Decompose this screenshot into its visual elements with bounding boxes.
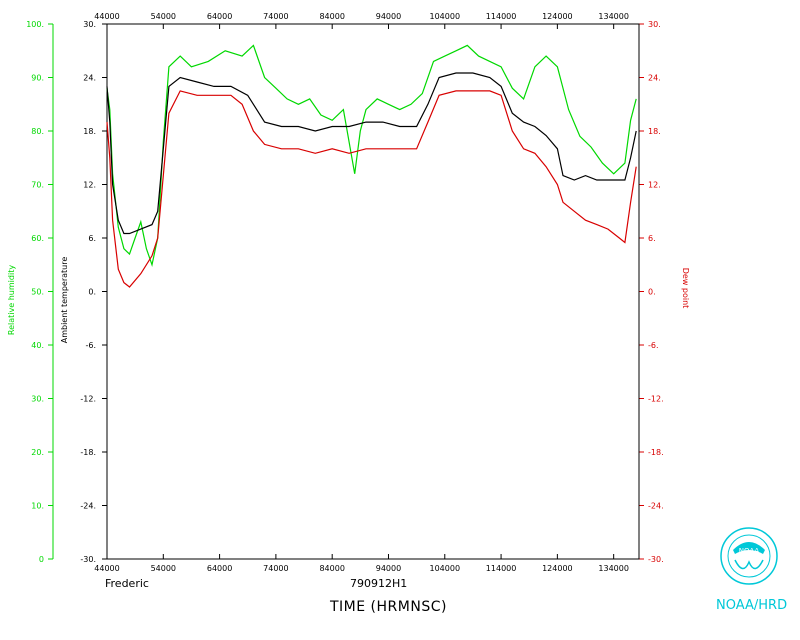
- temp-axis-tick-label: -6.: [85, 341, 96, 350]
- dew-axis-tick-label: 24.: [648, 74, 661, 83]
- x-tick-label-bottom: 124000: [542, 564, 573, 573]
- dew-axis-tick-label: -6.: [648, 341, 659, 350]
- dew-axis-tick-label: 30.: [648, 20, 661, 29]
- x-tick-label-top: 114000: [486, 12, 517, 21]
- ambient-temperature-axis-title: Ambient temperature: [60, 257, 69, 344]
- flight-id: 790912H1: [350, 577, 408, 590]
- x-tick-label-top: 94000: [376, 12, 401, 21]
- dew-axis-tick-label: -24.: [648, 502, 664, 511]
- x-tick-label-top: 84000: [319, 12, 344, 21]
- x-tick-label-top: 134000: [598, 12, 629, 21]
- series-ambient-temperature: [106, 72, 637, 235]
- rh-axis-tick-label: 30.: [31, 395, 44, 404]
- org-name: NOAA/HRD: [716, 598, 788, 613]
- storm-name: Frederic: [105, 577, 149, 590]
- rh-axis-tick-label: 90.: [31, 74, 44, 83]
- dew-axis-tick-label: 18.: [648, 127, 661, 136]
- temp-axis-tick-label: 30.: [83, 20, 96, 29]
- dew-point-axis: -30. -24. -18. -12. -6. 0. 6. 12. 18. 24. 30.: [638, 20, 664, 564]
- rh-axis-tick-label: 80.: [31, 127, 44, 136]
- temp-axis-tick-label: -18.: [80, 448, 96, 457]
- x-tick-label-top: 44000: [94, 12, 119, 21]
- rh-axis-tick-label: 10.: [31, 502, 44, 511]
- rh-axis-tick-label: 20.: [31, 448, 44, 457]
- rh-axis-tick-label: 60.: [31, 234, 44, 243]
- dew-axis-tick-label: 12.: [648, 181, 661, 190]
- x-tick-label-top: 64000: [207, 12, 232, 21]
- dew-point-axis-title: Dew point: [681, 268, 690, 309]
- x-tick-label-bottom: 74000: [263, 564, 288, 573]
- rh-axis-tick-label: 70.: [31, 181, 44, 190]
- series-dew-point: [106, 90, 637, 288]
- dew-axis-tick-label: -12.: [648, 395, 664, 404]
- temp-axis-tick-label: 0.: [88, 288, 96, 297]
- temp-axis-tick-label: 12.: [83, 181, 96, 190]
- x-tick-label-bottom: 94000: [376, 564, 401, 573]
- x-tick-label-top: 124000: [542, 12, 573, 21]
- x-tick-label-bottom: 104000: [430, 564, 461, 573]
- noaa-logo: NOAA: [720, 527, 778, 585]
- temp-axis-tick-label: -30.: [80, 555, 96, 564]
- plot-frame: [106, 23, 640, 560]
- rh-axis-tick-label: 50.: [31, 288, 44, 297]
- rh-axis-tick-label: 100.: [26, 20, 44, 29]
- ambient-temperature-axis: -30. -24. -18. -12. -6. 0. 6. 12. 18. 24. 30.: [80, 20, 108, 564]
- relative-humidity-axis-title: Relative humidity: [7, 265, 16, 335]
- x-tick-label-bottom: 44000: [94, 564, 119, 573]
- x-tick-label-bottom: 114000: [486, 564, 517, 573]
- rh-axis-tick-label: 0: [39, 555, 44, 564]
- dew-axis-tick-label: -18.: [648, 448, 664, 457]
- x-tick-label-bottom: 54000: [151, 564, 176, 573]
- x-axis-bottom: 44000 54000 64000 74000 84000 94000 104000 1140…: [94, 554, 629, 573]
- series-relative-humidity: [106, 44, 637, 268]
- x-tick-label-bottom: 84000: [319, 564, 344, 573]
- x-tick-label-top: 104000: [430, 12, 461, 21]
- temp-axis-tick-label: -24.: [80, 502, 96, 511]
- series-layer: [106, 44, 637, 288]
- temp-axis-tick-label: -12.: [80, 395, 96, 404]
- x-tick-label-top: 54000: [151, 12, 176, 21]
- temp-axis-tick-label: 6.: [88, 234, 96, 243]
- x-tick-label-bottom: 134000: [598, 564, 629, 573]
- dew-axis-tick-label: -30.: [648, 555, 664, 564]
- dew-axis-tick-label: 0.: [648, 288, 656, 297]
- x-axis-top: 44000 54000 64000 74000 84000 94000 104000 1140…: [94, 12, 629, 29]
- rh-axis-tick-label: 40.: [31, 341, 44, 350]
- x-tick-label-bottom: 64000: [207, 564, 232, 573]
- dew-axis-tick-label: 6.: [648, 234, 656, 243]
- svg-text:NOAA: NOAA: [739, 547, 760, 555]
- x-axis-title: TIME (HRMNSC): [330, 599, 447, 615]
- temp-axis-tick-label: 24.: [83, 74, 96, 83]
- relative-humidity-axis: 0 10. 20. 30. 40. 50. 60. 70. 80. 90. 100.: [26, 20, 54, 564]
- x-tick-label-top: 74000: [263, 12, 288, 21]
- temp-axis-tick-label: 18.: [83, 127, 96, 136]
